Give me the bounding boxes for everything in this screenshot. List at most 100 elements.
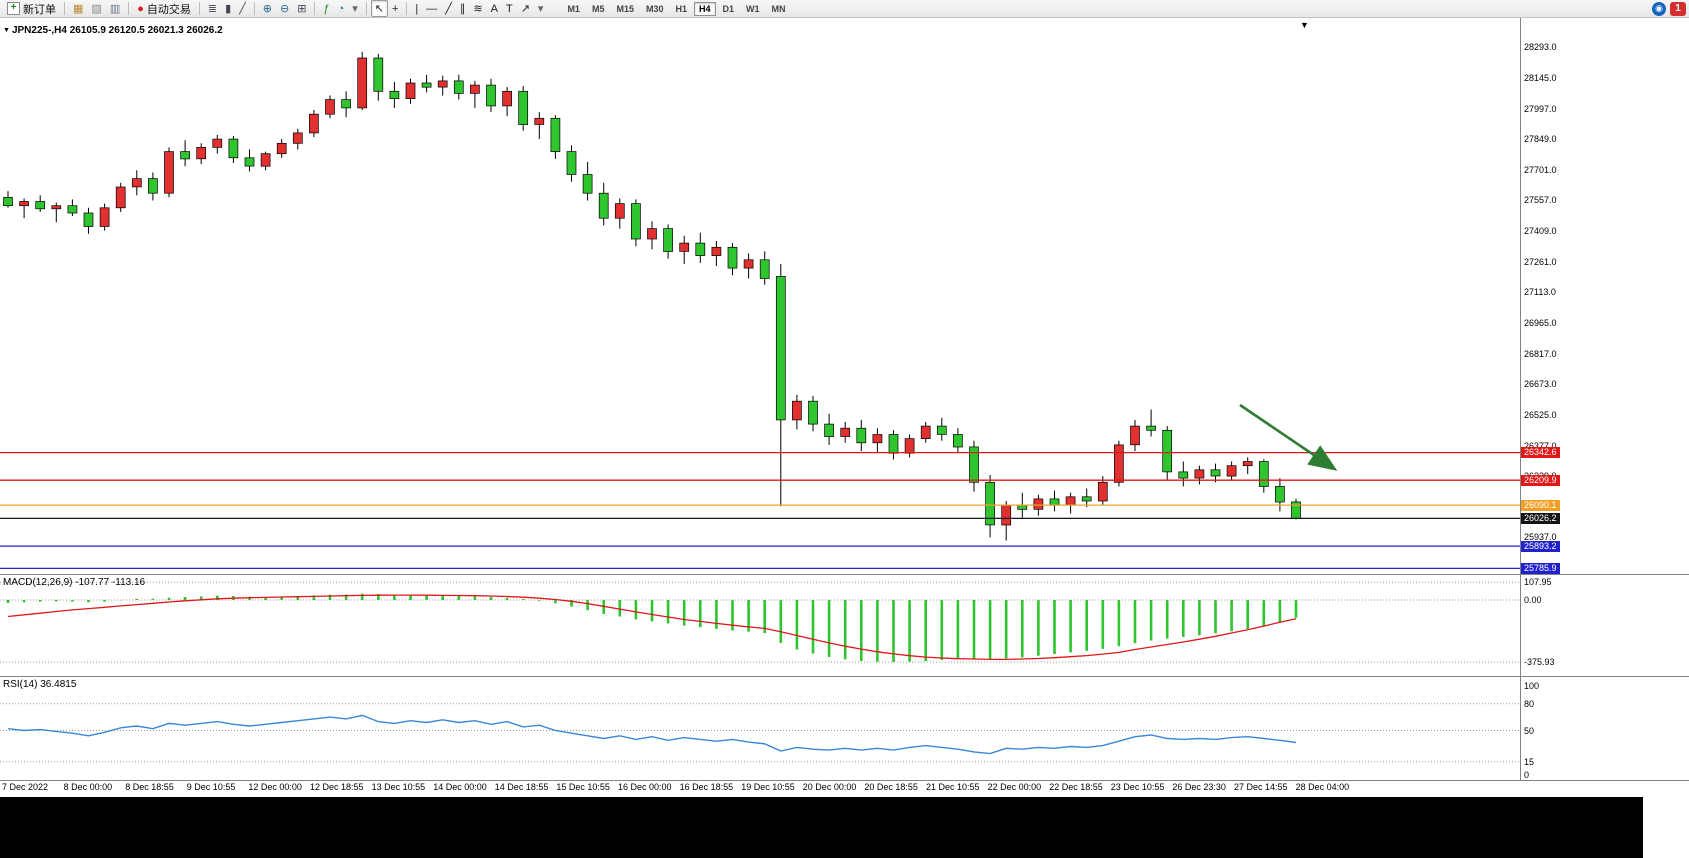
cursor-icon[interactable]: ↖ (370, 0, 388, 17)
bar-chart-icon[interactable]: ≣ (204, 0, 221, 17)
text-label-icon: T (505, 2, 513, 15)
text-icon[interactable]: A (487, 0, 502, 17)
time-axis-label: 21 Dec 10:55 (926, 782, 980, 792)
trendline-icon: ╱ (445, 2, 452, 15)
price-axis-tick: 26673.0 (1524, 378, 1557, 389)
text-label-icon[interactable]: T (502, 0, 517, 17)
timeframe-M5[interactable]: M5 (591, 3, 605, 14)
arrow-tool-dropdown-icon: ▾ (537, 2, 544, 15)
toolbar-separator (314, 2, 316, 15)
rsi-axis-label: 100 (1524, 681, 1540, 691)
macd-panel-canvas[interactable] (0, 575, 1520, 677)
market-watch-icon: ▥ (109, 2, 121, 15)
rsi-panel-splitter[interactable] (0, 676, 1689, 677)
templates-dropdown-icon: ▾ (352, 2, 358, 15)
timeframe-H1[interactable]: H1 (675, 3, 688, 14)
arrow-tool-icon: ↗ (520, 2, 530, 15)
line-chart-icon[interactable]: ╱ (235, 0, 250, 17)
bottom-black-strip (0, 797, 1689, 858)
bottom-corner-block (1643, 797, 1689, 858)
indicators-icon[interactable]: ƒ (319, 0, 333, 17)
time-axis-label: 27 Dec 14:55 (1234, 782, 1288, 792)
toolbar-separator (253, 2, 255, 15)
candlestick-chart-icon[interactable]: ▮ (221, 0, 235, 17)
price-line-badge[interactable]: 26090.1 (1521, 499, 1560, 511)
profiles-icon[interactable]: ▧ (87, 0, 105, 17)
market-watch-icon[interactable]: ▥ (106, 0, 124, 17)
rsi-axis-label: 0 (1524, 770, 1530, 780)
auto-trading-button[interactable]: ● 自动交易 (133, 0, 195, 17)
timeframe-group: M1 M5 M15 M30 H1 H4 D1 W1 MN (561, 1, 791, 16)
price-axis-tick: 27261.0 (1524, 256, 1557, 267)
crosshair-icon[interactable]: + (388, 0, 402, 17)
symbol-dropdown-icon[interactable]: ▼ (3, 27, 10, 34)
arrow-tool-icon[interactable]: ↗ (517, 0, 534, 17)
zoom-in-icon[interactable]: ⊕ (259, 0, 276, 17)
time-axis-label: 16 Dec 18:55 (679, 782, 734, 792)
price-line-badge[interactable]: 26026.2 (1521, 512, 1560, 524)
price-line-badge[interactable]: 25893.2 (1521, 540, 1560, 552)
zoom-in-icon: ⊕ (262, 2, 272, 15)
cursor-icon: ↖ (374, 2, 384, 15)
time-axis-label: 22 Dec 18:55 (1049, 782, 1103, 792)
macd-panel-splitter[interactable] (0, 574, 1689, 575)
price-axis-tick: 26377.0 (1524, 440, 1557, 451)
zoom-out-icon: ⊖ (280, 2, 290, 15)
price-axis-tick: 27113.0 (1524, 287, 1556, 298)
rsi-axis-label: 80 (1524, 698, 1535, 709)
price-line-badge[interactable]: 26342.6 (1521, 447, 1560, 459)
price-line-badge[interactable]: 26209.9 (1521, 474, 1560, 486)
timeframe-M1[interactable]: M1 (567, 3, 580, 14)
time-axis-label: 20 Dec 18:55 (864, 782, 918, 792)
price-axis-tick: 28145.0 (1524, 72, 1557, 83)
price-axis-tick: 27849.0 (1524, 134, 1557, 145)
rsi-panel-canvas[interactable] (0, 677, 1520, 780)
timeframe-M15[interactable]: M15 (616, 3, 634, 14)
timeframe-MN[interactable]: MN (771, 3, 786, 14)
time-axis-label: 23 Dec 10:55 (1110, 782, 1165, 792)
arrow-tool-dropdown-icon[interactable]: ▾ (534, 0, 548, 17)
trendline-icon[interactable]: ╱ (441, 0, 456, 17)
indicators-icon: ƒ (323, 2, 330, 15)
macd-indicator-label: MACD(12,26,9) -107.77 -113.16 (3, 577, 146, 588)
new-chart-icon[interactable]: ▦ (69, 0, 87, 17)
price-axis-tick: 26525.0 (1524, 409, 1557, 420)
time-axis-label: 20 Dec 00:00 (802, 782, 857, 792)
templates-dropdown-icon[interactable]: ▾ (348, 0, 362, 17)
zoom-out-icon[interactable]: ⊖ (276, 0, 293, 17)
text-icon: A (490, 2, 498, 15)
timeframe-D1[interactable]: D1 (722, 3, 735, 14)
vertical-line-icon[interactable]: | (411, 0, 422, 17)
macd-axis-label: 0.00 (1524, 595, 1542, 605)
periods-icon[interactable]: ◔ (334, 0, 349, 17)
time-axis-label: 13 Dec 10:55 (371, 782, 426, 792)
price-line-badge[interactable]: 25785.9 (1521, 562, 1560, 574)
chart-shift-marker-icon[interactable]: ▼ (1300, 20, 1309, 30)
time-axis-label: 9 Dec 10:55 (186, 782, 236, 792)
time-axis-label: 26 Dec 23:30 (1172, 782, 1226, 792)
line-chart-icon: ╱ (239, 2, 246, 15)
rsi-axis-label: 15 (1524, 756, 1535, 767)
new-order-button[interactable]: + 新订单 (3, 0, 60, 17)
channel-icon[interactable]: ∥ (456, 0, 470, 17)
crosshair-icon: + (391, 2, 399, 15)
time-axis-label: 14 Dec 18:55 (494, 782, 549, 792)
candlestick-chart-icon: ▮ (225, 2, 232, 15)
rsi-axis-label: 50 (1524, 725, 1535, 736)
price-chart-canvas[interactable] (0, 18, 1520, 575)
alerts-badge[interactable]: 1 (1670, 1, 1686, 16)
timeframe-M30[interactable]: M30 (645, 3, 664, 14)
timeframe-W1[interactable]: W1 (746, 3, 760, 14)
community-icon[interactable]: ◉ (1652, 1, 1666, 16)
timeframe-H4[interactable]: H4 (694, 1, 716, 16)
horizontal-line-icon[interactable]: ― (422, 0, 441, 17)
tile-windows-icon: ⊞ (297, 2, 307, 15)
tile-windows-icon[interactable]: ⊞ (293, 0, 310, 17)
bar-chart-icon: ≣ (207, 2, 218, 15)
price-axis-tick: 25937.0 (1524, 532, 1557, 542)
time-axis-label: 12 Dec 18:55 (310, 782, 364, 792)
time-axis-label: 8 Dec 00:00 (63, 782, 113, 792)
auto-trading-icon: ● (137, 2, 144, 15)
fibonacci-icon[interactable]: ≋ (469, 0, 486, 17)
